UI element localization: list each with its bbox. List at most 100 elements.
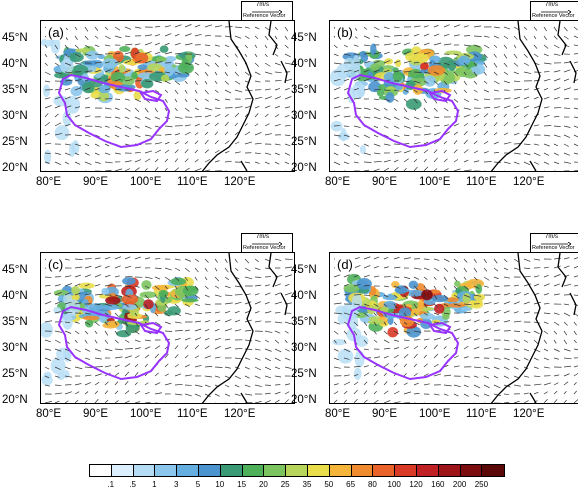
colorbar-tick: 3 (173, 480, 179, 489)
wind-vector (483, 89, 490, 93)
wind-vector (284, 383, 291, 386)
wind-vector (54, 284, 61, 287)
wind-vector (144, 107, 149, 113)
wind-vector (513, 26, 520, 31)
wind-vector (204, 139, 209, 145)
wind-vector (154, 158, 159, 163)
colorbar-swatch (133, 465, 156, 476)
wind-vector (563, 303, 570, 306)
precip-cell (43, 84, 51, 98)
wind-vector (244, 113, 248, 118)
wind-vector (373, 89, 381, 91)
wind-vector (94, 284, 101, 287)
wind-vector (264, 161, 270, 165)
wind-vector (184, 294, 188, 298)
wind-vector (393, 339, 399, 342)
precip-cell (141, 78, 154, 89)
wind-vector (274, 391, 281, 395)
wind-vector (483, 347, 492, 350)
precip-cell (445, 50, 462, 55)
wind-vector (553, 161, 560, 165)
wind-vector (174, 133, 181, 136)
wind-vector (553, 115, 560, 118)
wind-vector (563, 399, 567, 403)
lon-tick: 110°E (466, 176, 497, 188)
wind-vector (453, 89, 458, 95)
precip-cell (405, 98, 422, 110)
wind-vector (184, 141, 189, 145)
wind-vector (254, 142, 262, 145)
lon-tick: 120°E (513, 408, 545, 420)
wind-vector (114, 381, 119, 386)
wind-vector (254, 258, 259, 262)
wind-vector (174, 89, 179, 95)
wind-vector (493, 310, 501, 314)
lon-tick: 90°E (372, 176, 398, 188)
wind-vector (84, 265, 92, 269)
wind-vector (74, 87, 82, 91)
wind-vector (144, 285, 150, 289)
wind-vector (393, 159, 399, 163)
wind-vector (473, 338, 480, 341)
wind-vector (573, 88, 578, 91)
wind-vector (244, 276, 253, 280)
wind-vector (563, 35, 569, 40)
wind-vector (503, 44, 508, 49)
wind-vector (363, 78, 371, 82)
wind-vector (393, 382, 398, 386)
wind-vector (54, 105, 61, 109)
wind-vector (503, 53, 508, 59)
precip-cell (337, 348, 354, 364)
wind-vector (413, 61, 420, 64)
wind-vector (274, 105, 280, 109)
wind-vector (274, 53, 279, 57)
precip-cell (134, 52, 149, 64)
wind-vector (74, 283, 81, 287)
wind-vector (174, 393, 183, 396)
wind-vector (104, 399, 109, 403)
wind-vector (403, 294, 408, 299)
wind-vector (473, 113, 480, 118)
wind-vector (254, 105, 260, 109)
wind-vector (513, 80, 521, 83)
wind-vector (353, 143, 360, 147)
wind-vector (104, 69, 112, 73)
wind-vector (353, 61, 362, 64)
wind-vector (214, 149, 220, 154)
wind-vector (104, 169, 112, 171)
wind-vector (463, 25, 469, 28)
wind-vector (174, 98, 178, 103)
wind-vector (124, 339, 130, 343)
wind-vector (114, 364, 120, 368)
wind-vector (573, 257, 578, 260)
wind-vector (185, 402, 186, 403)
wind-vector (224, 80, 229, 85)
wind-vector (343, 284, 349, 287)
wind-vector (513, 348, 520, 351)
colorbar-tick: 250 (474, 480, 489, 489)
wind-vector (483, 328, 491, 332)
wind-vector (54, 400, 60, 403)
wind-vector (214, 98, 220, 102)
wind-vector (463, 139, 468, 145)
wind-vector (84, 312, 91, 315)
wind-vector (493, 161, 501, 163)
wind-vector (154, 382, 161, 386)
wind-vector (134, 70, 142, 73)
wind-vector (343, 143, 350, 147)
wind-vector (224, 35, 231, 38)
wind-vector (403, 257, 411, 260)
wind-vector (244, 330, 252, 332)
wind-vector (353, 381, 359, 386)
wind-vector (284, 357, 291, 361)
wind-vector (403, 285, 409, 289)
wind-vector (134, 363, 139, 368)
wind-vector (543, 62, 552, 65)
wind-vector (44, 62, 48, 66)
wind-vector (433, 312, 440, 316)
wind-vector (274, 26, 278, 31)
wind-vector (553, 321, 560, 326)
wind-vector (533, 275, 540, 278)
wind-vector (353, 373, 359, 377)
wind-vector (343, 374, 350, 377)
